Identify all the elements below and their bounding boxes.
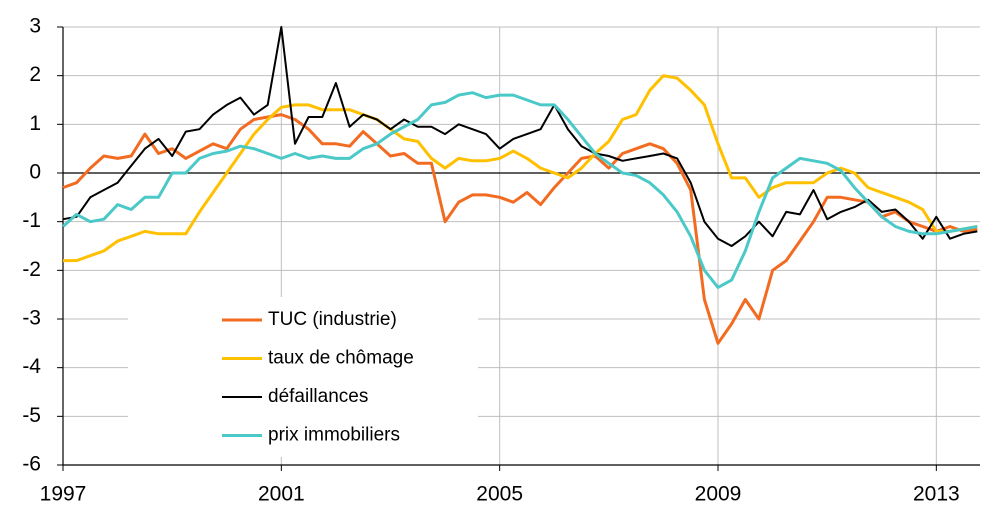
series-line bbox=[63, 74, 978, 263]
y-tick-label: 2 bbox=[29, 63, 41, 86]
x-tick-label: 2009 bbox=[695, 483, 742, 506]
series-line bbox=[62, 91, 978, 289]
legend-label: prix immobiliers bbox=[268, 425, 400, 446]
legend-label: taux de chômage bbox=[268, 348, 414, 369]
y-tick-label: -2 bbox=[22, 258, 41, 281]
x-tick-label: 2013 bbox=[913, 483, 960, 506]
y-tick-label: -4 bbox=[22, 355, 41, 378]
x-tick-label: 2001 bbox=[258, 483, 305, 506]
y-tick-label: -5 bbox=[22, 404, 41, 427]
legend-box bbox=[128, 297, 478, 457]
legend-label: TUC (industrie) bbox=[268, 309, 397, 330]
legend: TUC (industrie) taux de chômage défaillanc… bbox=[128, 297, 478, 457]
y-tick-label: -1 bbox=[22, 209, 41, 232]
legend-label: défaillances bbox=[268, 386, 368, 407]
x-tick-label: 2005 bbox=[476, 483, 523, 506]
y-tick-label: -3 bbox=[22, 307, 41, 330]
y-tick-label: -6 bbox=[22, 453, 41, 476]
series-line bbox=[62, 26, 978, 247]
x-tick-label: 1997 bbox=[40, 483, 87, 506]
y-tick-label: 3 bbox=[29, 15, 41, 38]
series-line bbox=[62, 113, 978, 345]
y-tick-label: 0 bbox=[29, 161, 41, 184]
y-tick-label: 1 bbox=[29, 112, 41, 135]
